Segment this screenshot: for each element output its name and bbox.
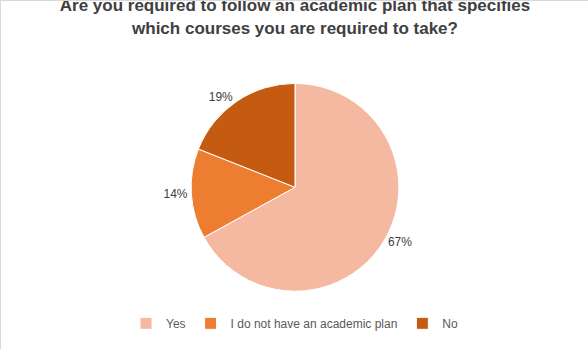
svg-text:No: No [442, 317, 458, 331]
svg-text:Are you required to follow an: Are you required to follow an academic p… [60, 1, 530, 38]
svg-text:67%: 67% [388, 235, 412, 249]
svg-text:I do not have an academic plan: I do not have an academic plan [231, 317, 398, 331]
svg-text:19%: 19% [209, 90, 233, 104]
svg-text:14%: 14% [163, 187, 187, 201]
svg-text:Yes: Yes [166, 317, 186, 331]
